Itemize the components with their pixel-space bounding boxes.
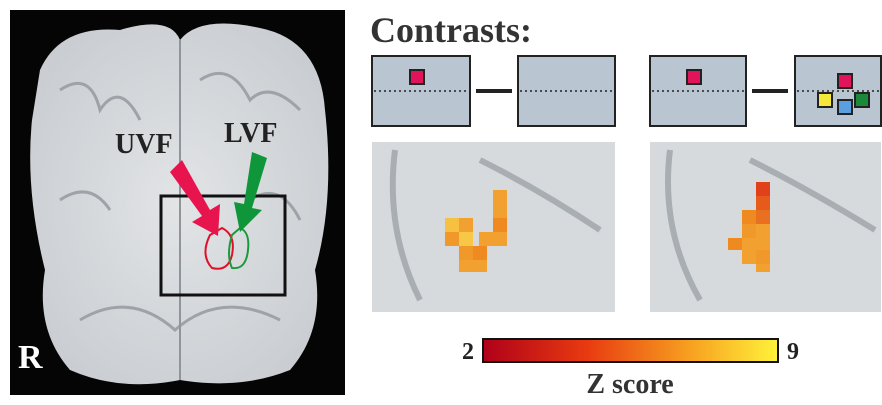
brain-panel: UVF LVF R [10, 10, 345, 395]
stimulus [687, 70, 701, 84]
uvf-label: UVF [115, 129, 173, 160]
stimulus-row [372, 56, 881, 126]
colorbar-gradient [483, 339, 778, 362]
activation-maps [372, 142, 881, 312]
figure: UVF LVF R Contrasts: [0, 0, 882, 400]
stimulus [818, 93, 832, 107]
stimulus [838, 100, 852, 114]
contrasts-title: Contrasts: [370, 10, 532, 50]
colorbar-min: 2 [462, 339, 474, 365]
stimulus [410, 70, 424, 84]
colorbar: 2 9 Z score [462, 339, 799, 400]
colorbar-max: 9 [787, 339, 799, 365]
hemisphere-label: R [18, 339, 43, 376]
lvf-label: LVF [224, 118, 277, 149]
stimulus [855, 93, 869, 107]
colorbar-label: Z score [586, 369, 673, 400]
stimulus [838, 74, 852, 88]
